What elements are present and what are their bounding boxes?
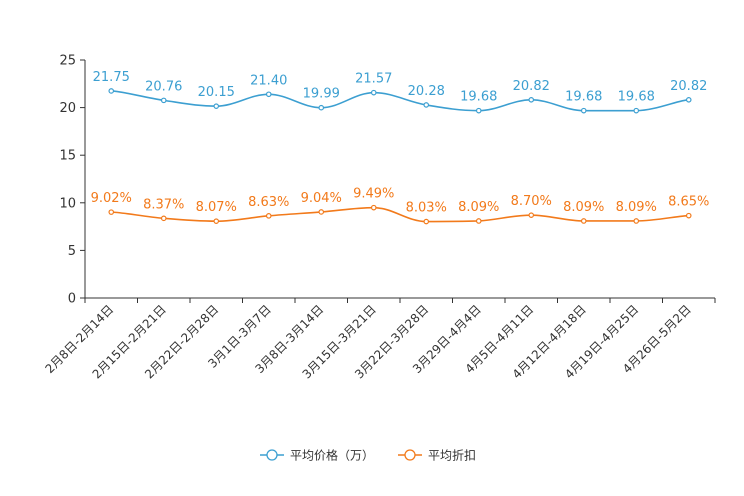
y-tick-label: 20 [59, 101, 76, 116]
data-label: 9.04% [301, 191, 342, 206]
series-line [111, 90, 689, 112]
legend-item-1[interactable]: 平均折扣 [398, 448, 476, 463]
data-label: 8.70% [511, 194, 552, 209]
data-label: 8.63% [248, 195, 289, 210]
data-point[interactable] [685, 96, 692, 103]
data-point[interactable] [108, 209, 115, 215]
data-point[interactable] [423, 102, 430, 108]
series-line [111, 206, 689, 223]
data-label: 19.68 [565, 90, 602, 105]
data-point[interactable] [580, 218, 587, 224]
data-label: 19.68 [460, 90, 497, 105]
series-1: 9.02% 8.37% 8.07% 8.63% 9.04% 9.49% 8.03% 8.09%… [91, 187, 709, 225]
data-point[interactable] [160, 215, 167, 222]
data-label: 8.09% [563, 200, 604, 215]
data-label: 20.76 [145, 79, 182, 94]
data-point[interactable] [213, 103, 220, 109]
data-point[interactable] [108, 88, 115, 94]
data-label: 8.09% [616, 200, 657, 215]
y-tick-label: 5 [68, 244, 76, 259]
data-label: 21.75 [93, 70, 130, 85]
y-axis-ticks: 0 5 10 15 20 25 [59, 54, 85, 307]
data-label: 20.82 [670, 79, 707, 94]
data-label: 20.28 [408, 84, 445, 99]
y-tick-label: 10 [59, 196, 76, 211]
data-point[interactable] [423, 218, 430, 225]
data-label: 20.82 [513, 79, 550, 94]
data-label: 19.68 [618, 90, 655, 105]
data-point[interactable] [265, 91, 272, 98]
data-point[interactable] [318, 209, 325, 215]
data-point[interactable] [528, 212, 535, 218]
data-point[interactable] [160, 97, 167, 104]
data-point[interactable] [265, 213, 272, 219]
data-label: 8.09% [458, 200, 499, 215]
data-point[interactable] [685, 212, 692, 219]
series-0: 21.75 20.76 20.15 21.40 19.99 21.57 20.28 19.68… [93, 70, 707, 114]
data-label: 21.40 [250, 73, 287, 88]
data-label: 19.99 [303, 87, 340, 102]
legend-marker-icon [404, 449, 416, 461]
data-point[interactable] [370, 89, 377, 96]
series-layer: 21.75 20.76 20.15 21.40 19.99 21.57 20.28 19.68… [91, 70, 709, 225]
legend-item-0[interactable]: 平均价格（万） [260, 448, 374, 463]
data-point[interactable] [528, 96, 535, 103]
data-point[interactable] [580, 107, 587, 114]
data-point[interactable] [370, 204, 377, 211]
data-label: 21.57 [355, 72, 392, 87]
chart-legend: 平均价格（万） 平均折扣 [260, 448, 476, 463]
data-point[interactable] [213, 218, 220, 224]
data-label: 9.49% [353, 187, 394, 202]
data-point[interactable] [475, 107, 482, 114]
data-point[interactable] [633, 107, 640, 114]
x-axis-ticks: 2月8日-2月14日2月15日-2月21日2月22日-2月28日3月1日-3月7… [42, 298, 716, 382]
data-point[interactable] [318, 104, 325, 111]
data-label: 20.15 [198, 85, 235, 100]
y-tick-label: 15 [59, 149, 76, 164]
data-label: 8.03% [406, 201, 447, 216]
data-label: 8.65% [668, 195, 709, 210]
data-label: 9.02% [91, 191, 132, 206]
y-tick-label: 25 [59, 54, 76, 69]
data-point[interactable] [475, 218, 482, 224]
y-tick-label: 0 [68, 292, 76, 307]
legend-label: 平均价格（万） [290, 448, 374, 463]
data-label: 8.07% [196, 200, 237, 215]
data-label: 8.37% [143, 197, 184, 212]
legend-label: 平均折扣 [428, 448, 476, 463]
data-point[interactable] [633, 218, 640, 224]
legend-marker-icon [266, 449, 278, 461]
